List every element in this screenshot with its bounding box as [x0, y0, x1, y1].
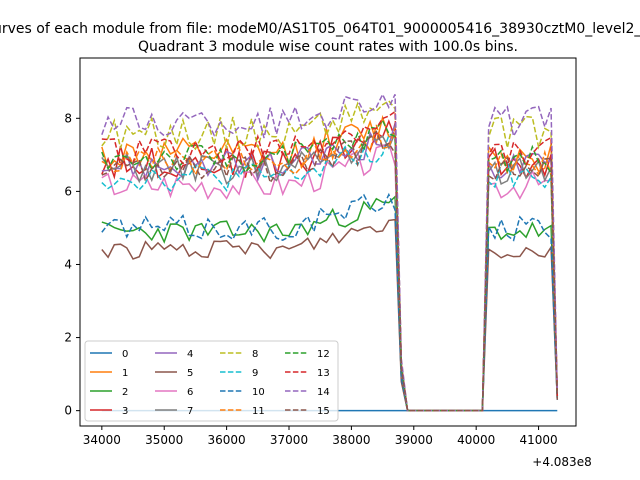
series-line-14	[101, 92, 559, 412]
legend-label-11: 11	[252, 406, 265, 417]
y-tick-label: 4	[64, 257, 72, 271]
y-tick-label: 2	[64, 331, 72, 345]
x-tick-label: 36000	[208, 433, 246, 447]
chart-title: Quadrant 3 module wise count rates with …	[138, 39, 518, 55]
legend-label-9: 9	[252, 368, 258, 379]
series-layer	[101, 92, 559, 412]
legend-label-6: 6	[187, 387, 193, 398]
series-line-15	[101, 130, 559, 412]
legend-label-2: 2	[122, 387, 128, 398]
plot-frame	[79, 57, 577, 427]
figure-suptitle: Plotting light curves of each module fro…	[0, 21, 640, 37]
series-line-12	[101, 119, 559, 412]
x-tick-label: 39000	[395, 433, 433, 447]
legend-label-12: 12	[317, 349, 330, 360]
legend-label-5: 5	[187, 368, 193, 379]
x-offset-label: +4.083e8	[532, 455, 591, 469]
legend-label-10: 10	[252, 387, 265, 398]
legend-label-1: 1	[122, 368, 128, 379]
legend-label-4: 4	[187, 349, 193, 360]
legend-label-0: 0	[122, 349, 128, 360]
legend-box	[84, 340, 339, 422]
series-line-8	[101, 99, 559, 412]
y-tick-label: 6	[64, 184, 72, 198]
x-tick-label: 38000	[332, 433, 370, 447]
legend-label-3: 3	[122, 406, 128, 417]
x-tick-label: 40000	[457, 433, 495, 447]
y-axis: 0 2 4 6 8	[64, 111, 80, 418]
legend-label-13: 13	[317, 368, 330, 379]
y-tick-label: 8	[64, 111, 72, 125]
x-tick-label: 41000	[519, 433, 557, 447]
x-tick-label: 37000	[270, 433, 308, 447]
x-tick-label: 35000	[145, 433, 183, 447]
legend-label-8: 8	[252, 349, 258, 360]
x-axis: 34000 35000 36000 37000 38000 39000 40000 41000	[83, 426, 558, 447]
legend-label-14: 14	[317, 387, 330, 398]
legend-label-15: 15	[317, 406, 330, 417]
y-tick-label: 0	[64, 404, 72, 418]
x-tick-label: 34000	[83, 433, 121, 447]
legend-label-7: 7	[187, 406, 193, 417]
